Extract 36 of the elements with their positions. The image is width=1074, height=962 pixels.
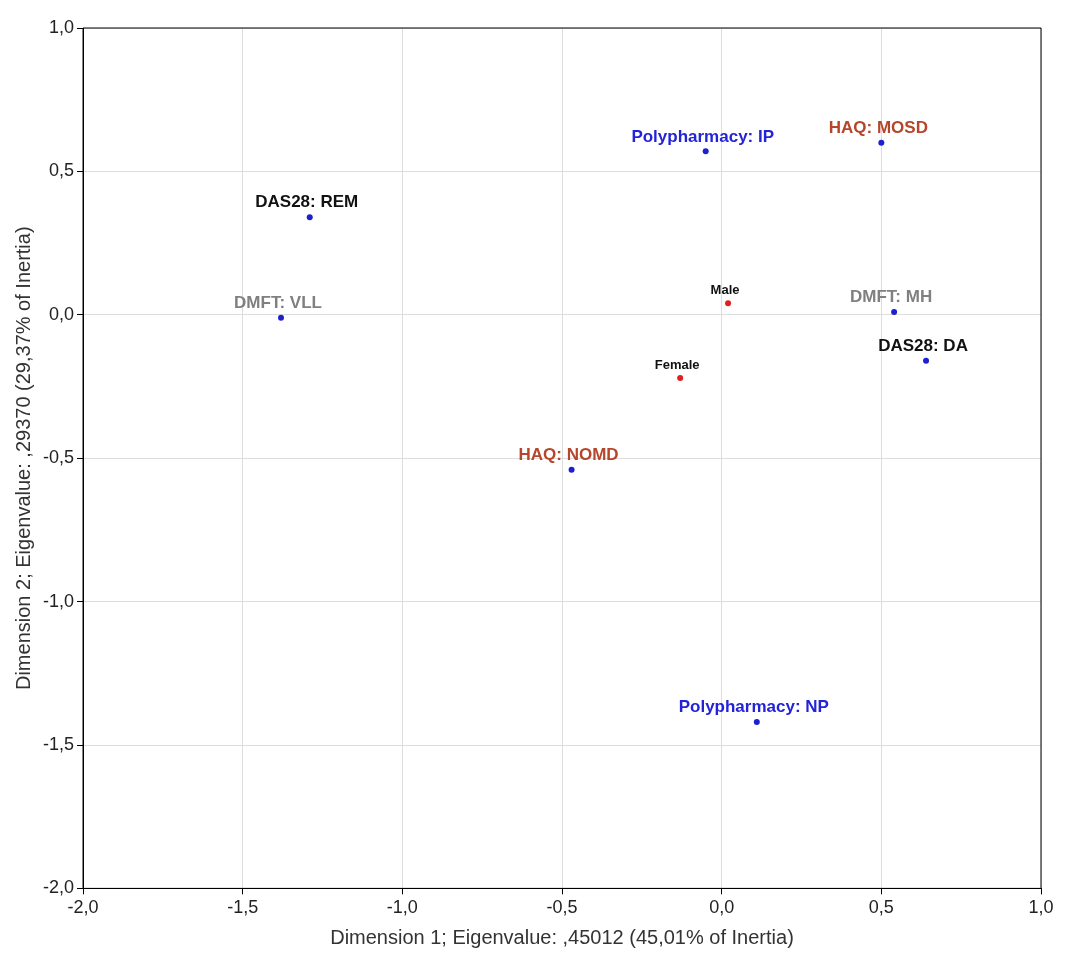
x-axis-title: Dimension 1; Eigenvalue: ,45012 (45,01% of Inertia) (330, 925, 794, 948)
annotation: Female (654, 356, 700, 372)
point (702, 148, 709, 155)
point (568, 466, 575, 473)
x-tick-label: 0,5 (868, 897, 894, 918)
annotation: DAS28: DA (878, 335, 968, 355)
x-tick-label: 0,0 (709, 897, 735, 918)
annotation: Male (710, 282, 740, 298)
x-tick-label: 1,0 (1028, 897, 1054, 918)
annotation: HAQ: NOMD (518, 444, 619, 464)
x-tick-label: -1,5 (227, 897, 259, 918)
y-tick-label: 1,0 (48, 16, 75, 37)
annotation: HAQ: MOSD (828, 117, 928, 137)
annotation: Polypharmacy: IP (631, 126, 775, 146)
point (677, 374, 684, 381)
y-tick-label: -0,5 (42, 447, 75, 468)
point (891, 308, 898, 315)
point (878, 139, 885, 146)
y-tick-label: -2,0 (42, 877, 75, 898)
point (753, 719, 760, 726)
point (278, 314, 284, 321)
point (725, 300, 732, 307)
annotation: DMFT: VLL (234, 292, 322, 312)
y-tick-label: -1,0 (42, 590, 75, 611)
point (923, 357, 930, 364)
y-tick-label: -1,5 (42, 733, 75, 754)
x-tick-label: -2,0 (67, 897, 99, 918)
y-tick-label: 0,0 (48, 303, 75, 324)
y-axis-title: Dimension 2; Eigenvalue: ,29370 (29,37% of Inertia) (11, 226, 34, 691)
annotation: Polypharmacy: NP (678, 697, 829, 717)
x-tick-label: -1,0 (386, 897, 418, 918)
annotation: DAS28: REM (255, 192, 359, 212)
x-tick-label: -0,5 (546, 897, 578, 918)
point (306, 214, 313, 221)
y-tick-label: 0,5 (48, 160, 75, 181)
annotation: DMFT: MH (850, 287, 933, 307)
